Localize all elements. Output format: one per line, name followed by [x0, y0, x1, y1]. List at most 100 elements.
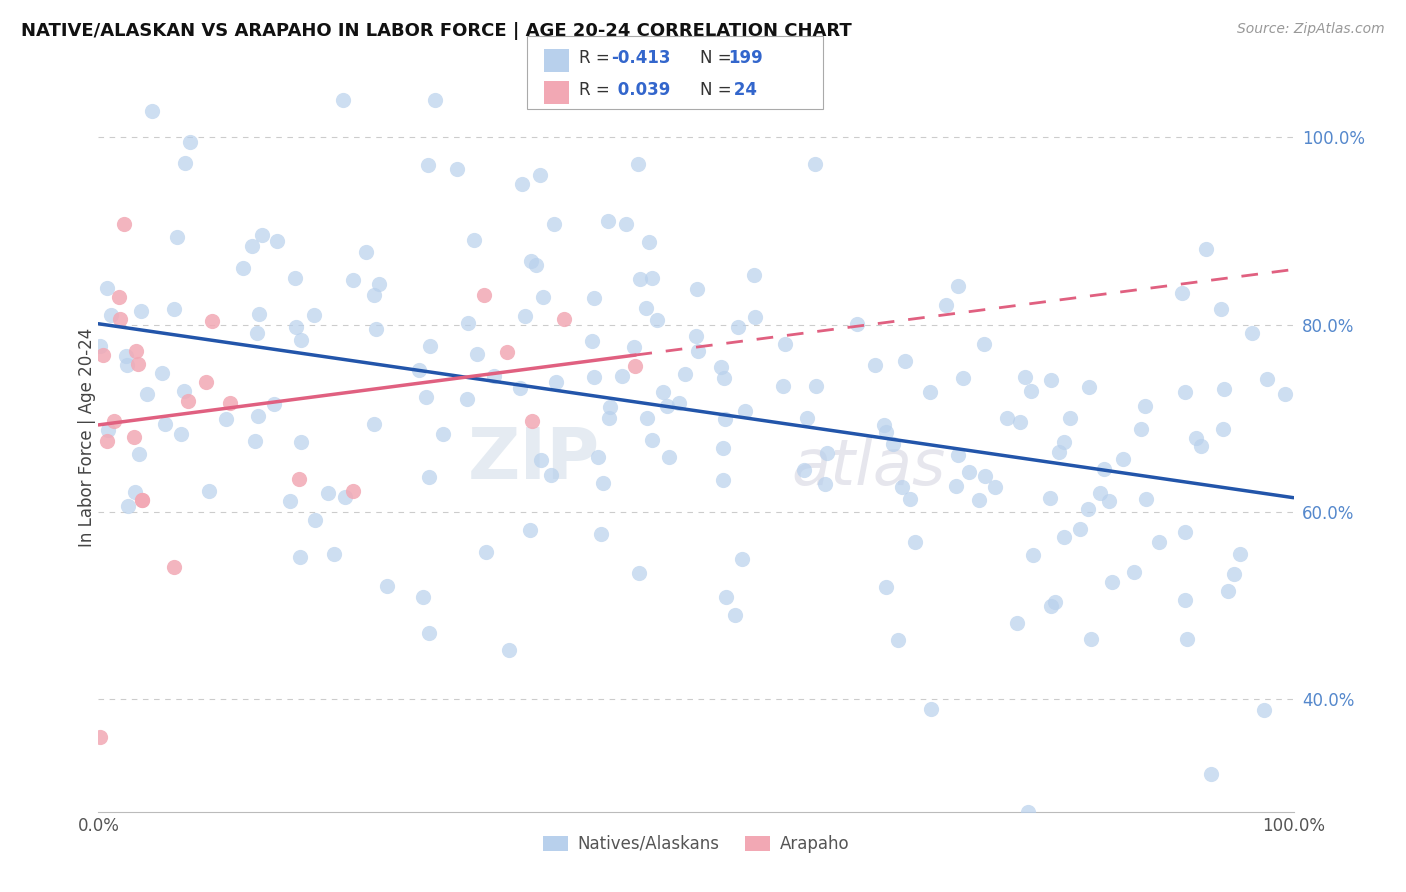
Point [100, 308, 122, 322]
Point [688, 343, 710, 358]
Point [583, 370, 606, 384]
Point [215, 411, 238, 425]
Point [1213, 383, 1236, 397]
Point [1274, 387, 1296, 401]
Text: 24: 24 [728, 81, 758, 99]
Point [973, 337, 995, 351]
Point [368, 277, 391, 292]
Point [1201, 767, 1223, 781]
Point [624, 359, 647, 373]
Point [1039, 599, 1062, 613]
Point [115, 349, 138, 363]
Point [898, 492, 921, 507]
Point [1101, 575, 1123, 590]
Point [107, 289, 129, 303]
Point [418, 626, 440, 640]
Point [952, 371, 974, 385]
Point [108, 311, 131, 326]
Point [655, 400, 678, 414]
Point [1022, 548, 1045, 562]
Point [418, 470, 440, 484]
Point [1174, 593, 1197, 607]
Point [1189, 439, 1212, 453]
Point [124, 485, 146, 500]
Point [627, 566, 650, 580]
Point [1088, 486, 1111, 500]
Point [89, 339, 111, 353]
Point [333, 491, 356, 505]
Point [415, 390, 437, 404]
Point [724, 607, 747, 622]
Point [710, 360, 733, 375]
Point [598, 410, 620, 425]
Point [412, 590, 434, 604]
Point [1212, 422, 1234, 436]
Point [163, 560, 186, 574]
Point [173, 384, 195, 398]
Point [882, 437, 904, 451]
Point [793, 462, 815, 476]
Point [170, 427, 193, 442]
Point [219, 395, 242, 409]
Point [366, 322, 388, 336]
Point [163, 302, 186, 317]
Point [1043, 595, 1066, 609]
Point [1216, 584, 1239, 599]
Point [519, 254, 541, 268]
Point [946, 449, 969, 463]
Point [375, 579, 398, 593]
Point [744, 310, 766, 324]
Point [1174, 385, 1197, 400]
Point [1080, 632, 1102, 646]
Point [117, 499, 139, 513]
Point [1209, 301, 1232, 316]
Text: -0.413: -0.413 [612, 49, 671, 67]
Point [903, 534, 925, 549]
Point [1256, 372, 1278, 386]
Point [651, 385, 673, 400]
Point [177, 394, 200, 409]
Point [1175, 632, 1198, 646]
Point [246, 326, 269, 341]
Point [540, 467, 562, 482]
Point [1017, 805, 1039, 819]
Point [1069, 522, 1091, 536]
Point [628, 272, 651, 286]
Point [97, 423, 120, 437]
Point [1098, 494, 1121, 508]
Point [166, 230, 188, 244]
Point [641, 270, 664, 285]
Point [673, 367, 696, 381]
Point [935, 298, 957, 312]
Point [363, 417, 385, 431]
Point [524, 258, 547, 272]
Point [875, 425, 897, 439]
Point [530, 453, 553, 467]
Point [1185, 431, 1208, 445]
Point [592, 475, 614, 490]
Point [125, 344, 148, 359]
Point [623, 340, 645, 354]
Point [1047, 445, 1070, 459]
Point [141, 104, 163, 119]
Point [1174, 524, 1197, 539]
Point [266, 234, 288, 248]
Point [197, 484, 219, 499]
Point [1053, 435, 1076, 450]
Point [946, 279, 969, 293]
Point [474, 288, 496, 302]
Point [945, 479, 967, 493]
Point [586, 450, 609, 465]
Point [463, 233, 485, 247]
Text: N =: N = [700, 49, 737, 67]
Point [408, 363, 430, 377]
Text: 0.039: 0.039 [612, 81, 671, 99]
Point [887, 633, 910, 648]
Point [796, 411, 818, 425]
Legend: Natives/Alaskans, Arapaho: Natives/Alaskans, Arapaho [536, 829, 856, 860]
Point [920, 702, 942, 716]
Point [583, 291, 606, 305]
Point [581, 334, 603, 348]
Point [875, 580, 897, 594]
Point [543, 217, 565, 231]
